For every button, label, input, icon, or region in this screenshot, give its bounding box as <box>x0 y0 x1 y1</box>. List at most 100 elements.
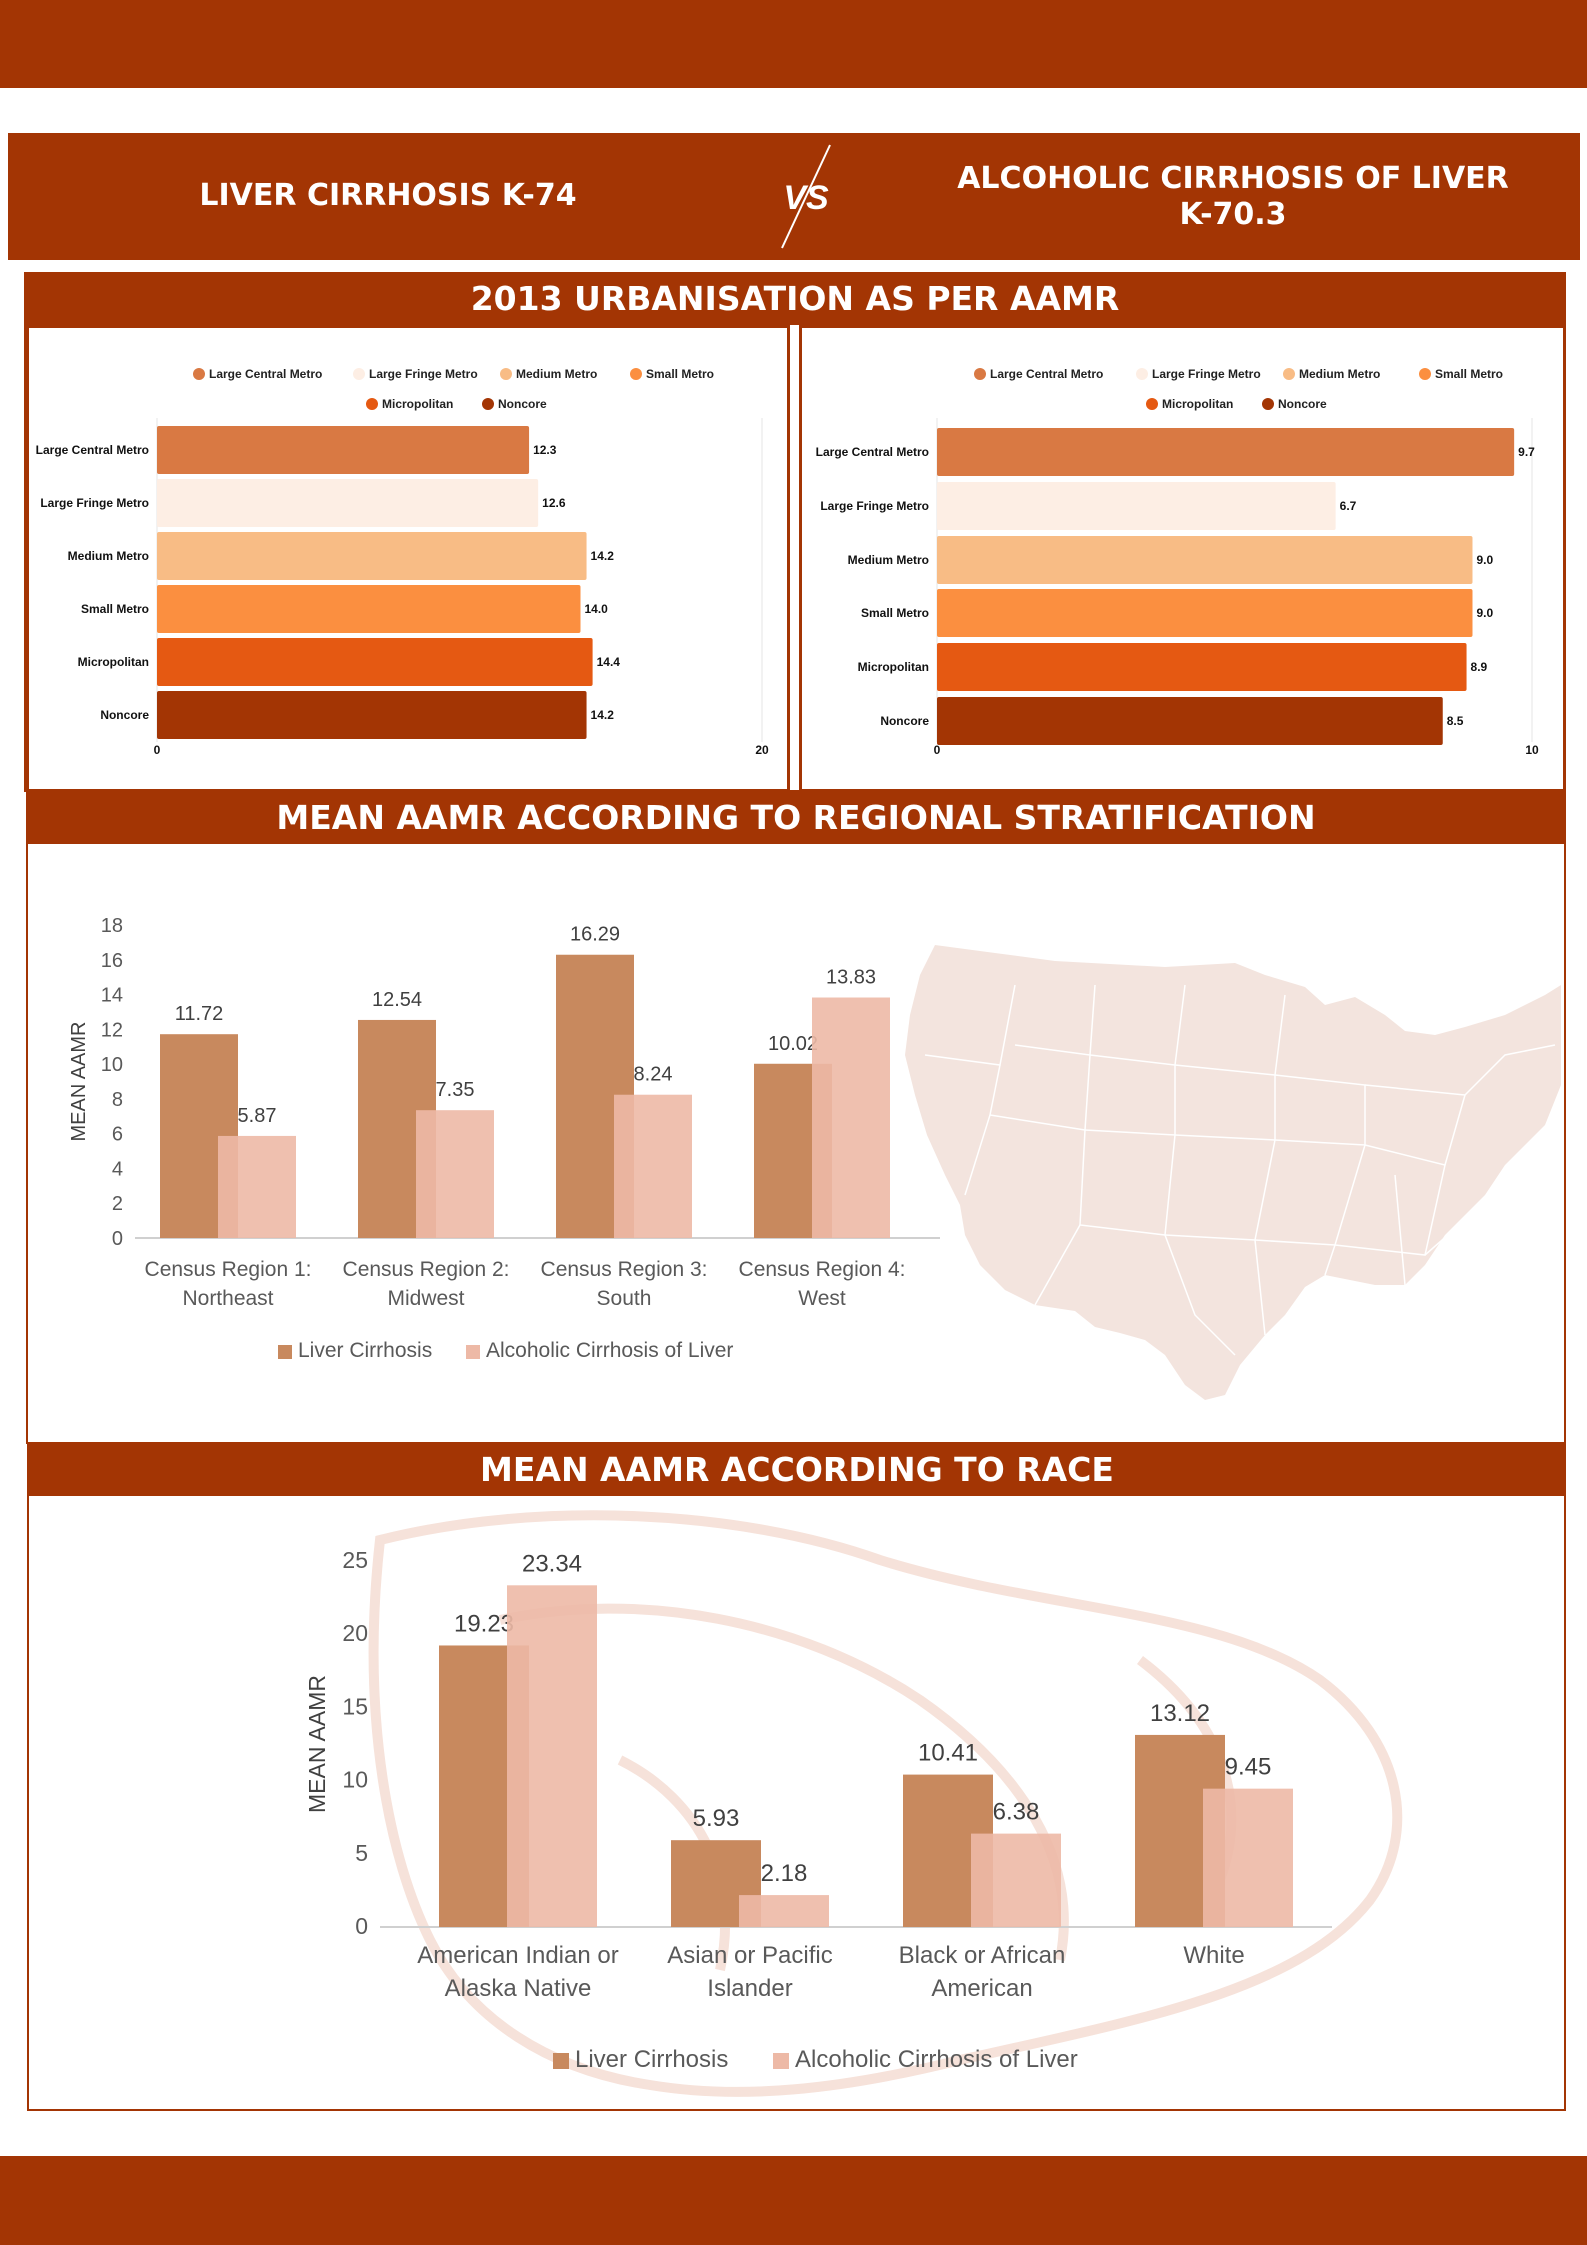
bar-value-label: 8.9 <box>1471 660 1488 674</box>
category-label: Alaska Native <box>445 1975 592 2002</box>
regional-bar-chart: 0 2 4 6 8 10 12 14 16 18 MEAN AAMR 11.72 5.87 Census … <box>68 915 940 1362</box>
bar <box>937 589 1473 637</box>
regional-heading: MEAN AAMR ACCORDING TO REGIONAL STRATIFI… <box>26 792 1566 844</box>
header-bar: LIVER CIRRHOSIS K-74 VS ALCOHOLIC CIRRHO… <box>8 133 1580 260</box>
category-label: Medium Metro <box>68 549 149 563</box>
category-label: Micropolitan <box>78 655 149 669</box>
category-label: Islander <box>707 1975 792 2002</box>
bar-value-label: 11.72 <box>175 1003 224 1025</box>
right-title-line2: K-70.3 <box>1179 197 1287 232</box>
legend-swatch <box>1146 398 1158 410</box>
category-label: Micropolitan <box>858 660 929 674</box>
bar-value-label: 14.0 <box>585 602 609 616</box>
y-axis-label: MEAN AAMR <box>304 1675 330 1813</box>
bar-value-label: 5.93 <box>693 1805 740 1832</box>
legend-swatch <box>1283 368 1295 380</box>
legend-label: Medium Metro <box>516 367 597 381</box>
bar <box>157 691 587 739</box>
bar-value-label: 6.7 <box>1340 499 1357 513</box>
vs-mark: VS <box>781 144 831 249</box>
category-label: Asian or Pacific <box>667 1942 832 1969</box>
category-label: American <box>931 1975 1032 2002</box>
legend-swatch <box>1136 368 1148 380</box>
y-tick-label: 10 <box>101 1054 123 1076</box>
y-tick-label: 10 <box>342 1767 368 1793</box>
legend-label: Micropolitan <box>382 397 453 411</box>
urbanisation-heading: 2013 URBANISATION AS PER AAMR <box>24 272 1566 325</box>
category-label: Black or African <box>899 1942 1066 1969</box>
bar-value-label: 10.02 <box>768 1033 818 1055</box>
bar-value-label: 2.18 <box>761 1860 808 1887</box>
legend-label: Large Fringe Metro <box>369 367 478 381</box>
y-tick-label: 16 <box>101 950 123 972</box>
legend-label: Large Central Metro <box>990 367 1103 381</box>
bar-value-label: 23.34 <box>522 1550 582 1577</box>
legend-label: Small Metro <box>1435 367 1503 381</box>
legend-swatch <box>553 2053 569 2069</box>
bar <box>416 1110 494 1238</box>
race-heading: MEAN AAMR ACCORDING TO RACE <box>29 1444 1565 1496</box>
category-label: Medium Metro <box>848 553 929 567</box>
category-label: Census Region 4: <box>739 1258 906 1281</box>
y-tick-label: 12 <box>101 1019 123 1041</box>
legend-swatch <box>630 368 642 380</box>
urbanisation-right-chart: Large Central Metro Large Fringe Metro Med… <box>816 367 1539 757</box>
bar-value-label: 12.3 <box>533 443 557 457</box>
bar <box>937 482 1336 530</box>
category-label: West <box>798 1287 846 1310</box>
legend-swatch <box>1419 368 1431 380</box>
category-label: Census Region 1: <box>145 1258 312 1281</box>
bar <box>157 479 539 527</box>
y-tick-label: 20 <box>342 1620 368 1646</box>
legend-label: Liver Cirrhosis <box>575 2046 728 2073</box>
x-tick-label: 0 <box>934 743 941 757</box>
bar-value-label: 7.35 <box>436 1079 475 1101</box>
legend-swatch <box>466 1345 480 1359</box>
legend-label: Large Central Metro <box>209 367 322 381</box>
y-tick-label: 18 <box>101 915 123 937</box>
bar-value-label: 14.2 <box>591 708 615 722</box>
category-label: South <box>597 1287 652 1310</box>
x-tick-label: 0 <box>154 743 161 757</box>
bar-value-label: 9.45 <box>1225 1754 1272 1781</box>
urbanisation-left-chart: Large Central Metro Large Fringe Metro Med… <box>36 367 769 757</box>
y-tick-label: 0 <box>112 1228 123 1250</box>
legend-swatch <box>193 368 205 380</box>
bottom-band <box>0 2156 1587 2245</box>
bar-value-label: 12.6 <box>542 496 566 510</box>
category-label: Small Metro <box>81 602 149 616</box>
bar-value-label: 12.54 <box>372 989 422 1011</box>
bar-value-label: 9.0 <box>1477 553 1494 567</box>
bar <box>614 1094 692 1238</box>
bar-value-label: 6.38 <box>993 1799 1040 1826</box>
bar <box>739 1895 829 1927</box>
bar <box>157 585 581 633</box>
legend-swatch <box>278 1345 292 1359</box>
legend-swatch <box>1262 398 1274 410</box>
category-label: Large Central Metro <box>36 443 149 457</box>
bar-value-label: 19.23 <box>454 1610 514 1637</box>
bar <box>937 428 1515 476</box>
y-tick-label: 8 <box>112 1089 123 1111</box>
legend-label: Micropolitan <box>1162 397 1233 411</box>
race-bar-chart: 0 5 10 15 20 25 MEAN AAMR 19.23 23.34 American In… <box>304 1547 1332 2073</box>
legend-label: Large Fringe Metro <box>1152 367 1261 381</box>
category-label: Census Region 3: <box>541 1258 708 1281</box>
legend-label: Alcoholic Cirrhosis of Liver <box>486 1339 733 1362</box>
bar <box>937 697 1443 745</box>
bar-value-label: 13.83 <box>826 967 876 989</box>
y-tick-label: 25 <box>342 1547 368 1573</box>
us-map-image <box>905 945 1561 1400</box>
legend-label: Noncore <box>498 397 547 411</box>
category-label: Large Fringe Metro <box>40 496 149 510</box>
legend-swatch <box>773 2053 789 2069</box>
bar-value-label: 16.29 <box>570 924 620 946</box>
category-label: Small Metro <box>861 606 929 620</box>
legend-swatch <box>353 368 365 380</box>
bar <box>507 1585 597 1927</box>
x-tick-label: 10 <box>1525 743 1539 757</box>
bar <box>157 426 530 474</box>
urbanisation-left-panel <box>26 325 790 792</box>
y-tick-label: 5 <box>355 1840 368 1866</box>
legend-label: Small Metro <box>646 367 714 381</box>
